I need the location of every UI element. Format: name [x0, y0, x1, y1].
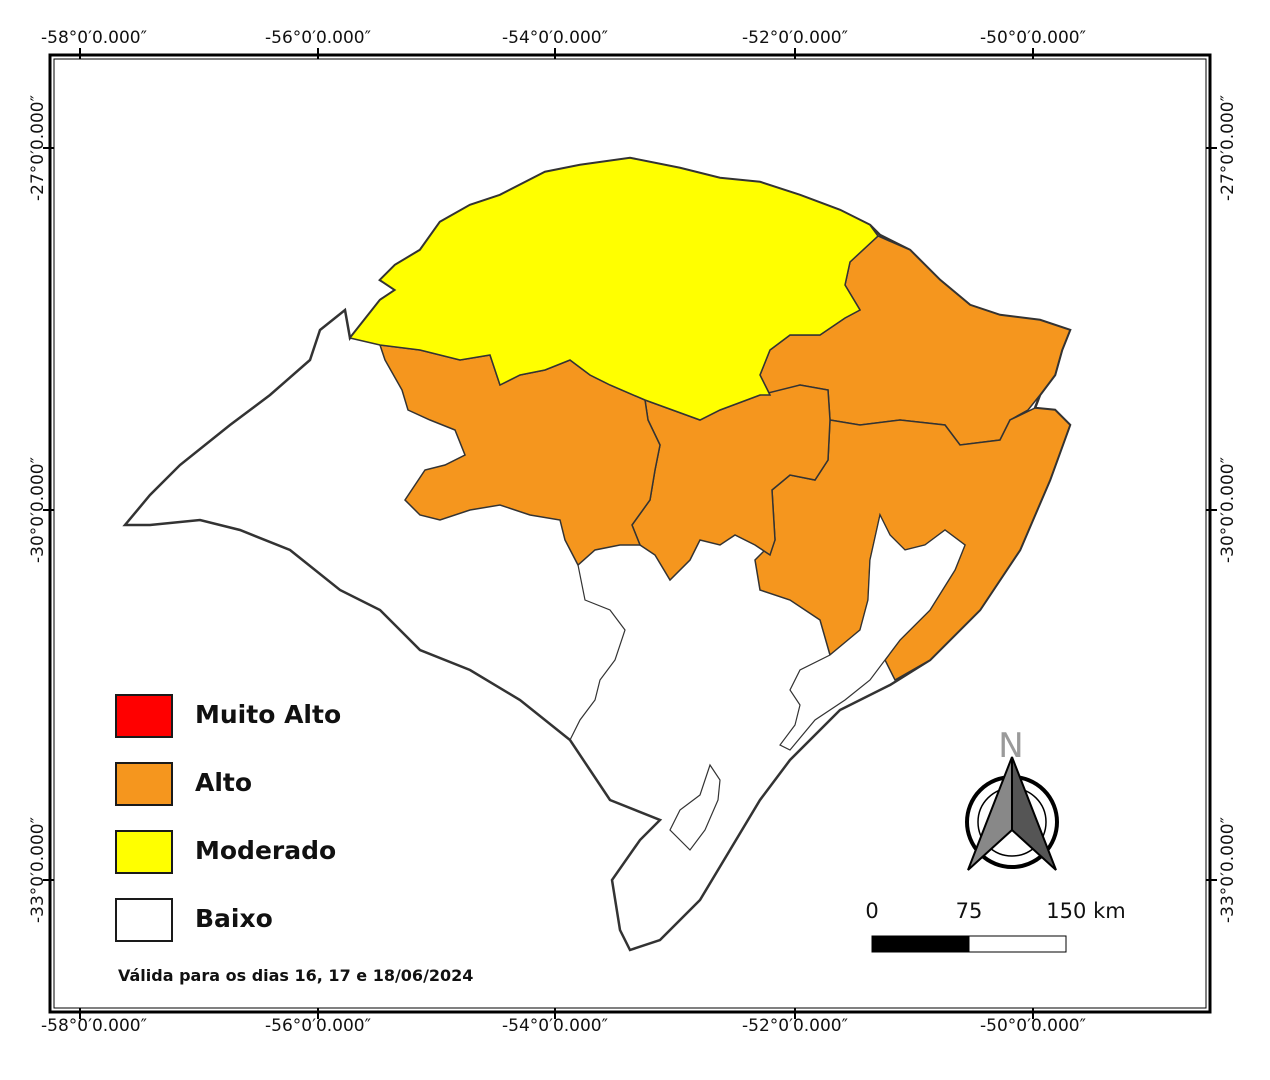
scale-label-75: 75 [955, 899, 983, 923]
lat-label-left-2: -30°0′0.000″ [28, 457, 48, 563]
lagoon-patos [779, 513, 966, 751]
scale-bar-black-segment [871, 935, 970, 953]
north-arrow-icon [965, 756, 1059, 871]
lat-label-left-3: -33°0′0.000″ [28, 817, 48, 923]
legend-label-muito-alto: Muito Alto [195, 700, 342, 729]
validity-note: Válida para os dias 16, 17 e 18/06/2024 [118, 966, 474, 985]
region-moderado-north[interactable] [348, 157, 879, 421]
legend-swatch-baixo [115, 898, 173, 942]
north-letter: N [998, 726, 1024, 766]
lon-label-bottom-2: -56°0′0.000″ [265, 1016, 371, 1036]
region-boundary-south [569, 564, 626, 741]
lon-label-bottom-3: -54°0′0.000″ [502, 1016, 608, 1036]
lon-label-bottom-4: -52°0′0.000″ [742, 1016, 848, 1036]
legend-label-alto: Alto [195, 768, 253, 797]
lon-label-top-4: -52°0′0.000″ [742, 28, 848, 48]
scale-label-150: 150 km [1046, 899, 1126, 923]
legend-label-baixo: Baixo [195, 904, 273, 933]
lat-label-right-3: -33°0′0.000″ [1218, 817, 1238, 923]
legend-swatch-muito-alto [115, 694, 173, 738]
map-frame-inner [53, 58, 1207, 1009]
legend-swatch-alto [115, 762, 173, 806]
scale-label-0: 0 [865, 899, 879, 923]
lat-label-right-2: -30°0′0.000″ [1218, 457, 1238, 563]
lon-label-top-5: -50°0′0.000″ [980, 28, 1086, 48]
scale-bar-white-segment [968, 935, 1067, 953]
lon-label-top-3: -54°0′0.000″ [502, 28, 608, 48]
map-frame-outer [48, 53, 1212, 1014]
lon-label-top-1: -58°0′0.000″ [41, 28, 147, 48]
lat-label-right-1: -27°0′0.000″ [1218, 95, 1238, 201]
lagoon-mirim [669, 763, 721, 851]
scale-bar [871, 935, 1067, 953]
legend-swatch-moderado [115, 830, 173, 874]
lat-label-left-1: -27°0′0.000″ [28, 95, 48, 201]
lon-label-bottom-5: -50°0′0.000″ [980, 1016, 1086, 1036]
lon-label-top-2: -56°0′0.000″ [265, 28, 371, 48]
lon-label-bottom-1: -58°0′0.000″ [41, 1016, 147, 1036]
graticule-ticks [43, 48, 1217, 1019]
legend-label-moderado: Moderado [195, 836, 337, 865]
